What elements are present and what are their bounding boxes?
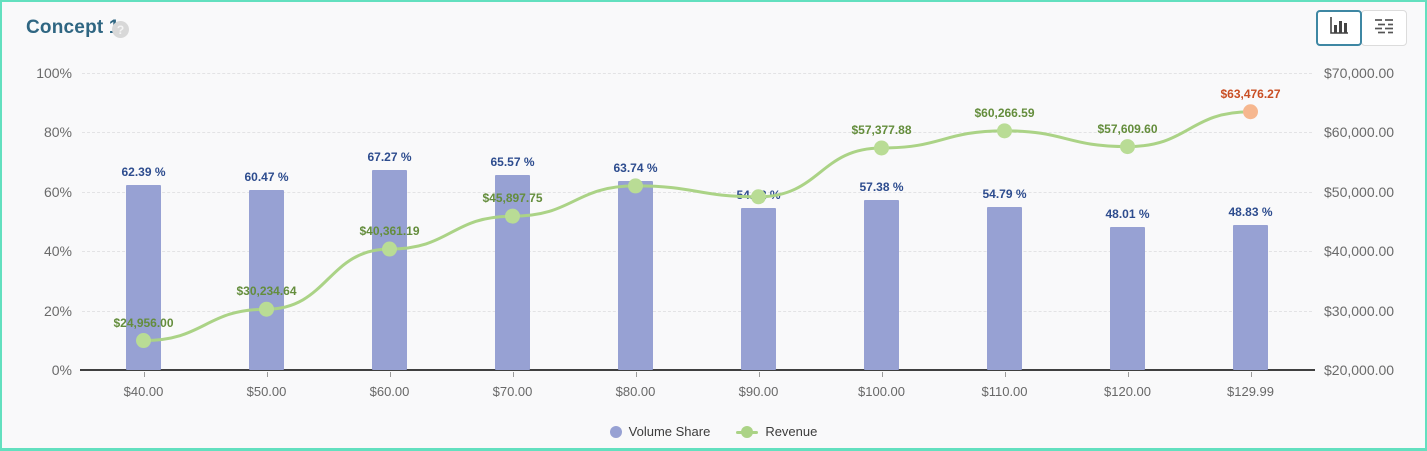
legend-item-revenue[interactable]: Revenue — [736, 424, 817, 439]
volume-share-value-label: 48.01 % — [1105, 207, 1150, 222]
left-axis-tick-label: 0% — [51, 362, 72, 378]
table-view-button[interactable] — [1361, 10, 1407, 46]
revenue-point[interactable] — [505, 208, 520, 224]
x-axis-tick — [1004, 372, 1006, 377]
revenue-value-label: $45,897.75 — [482, 191, 543, 206]
revenue-line-path — [143, 110, 1251, 343]
x-axis-tick — [266, 372, 268, 377]
x-axis-tick — [512, 372, 514, 377]
revenue-value-label: $24,956.00 — [113, 315, 174, 330]
volume-share-value-label: 65.57 % — [490, 155, 535, 170]
volume-share-bar[interactable] — [741, 207, 776, 370]
revenue-point[interactable] — [751, 189, 766, 205]
x-axis-category-label: $50.00 — [246, 384, 287, 399]
x-axis-tick — [389, 372, 391, 377]
x-axis-category-label: $100.00 — [858, 384, 905, 399]
x-axis-line — [80, 369, 1315, 371]
volume-share-bar[interactable] — [372, 170, 407, 370]
gridline — [82, 73, 1312, 74]
volume-share-value-label: 54.79 % — [982, 187, 1027, 202]
right-axis-tick-label: $50,000.00 — [1324, 183, 1395, 200]
volume-share-bar[interactable] — [1233, 224, 1268, 370]
revenue-point[interactable] — [136, 333, 151, 349]
x-axis-tick — [635, 372, 637, 377]
x-axis-category-label: $60.00 — [369, 384, 410, 399]
revenue-point[interactable] — [628, 178, 643, 194]
volume-share-bar[interactable] — [249, 190, 284, 370]
volume-share-bar[interactable] — [618, 180, 653, 370]
revenue-legend-marker-icon — [736, 425, 759, 438]
volume-share-legend-marker-icon — [609, 425, 622, 438]
revenue-value-label: $40,361.19 — [359, 224, 420, 239]
x-axis-category-label: $70.00 — [492, 384, 533, 399]
volume-share-value-label: 60.47 % — [244, 170, 289, 185]
volume-share-value-label: 62.39 % — [121, 164, 166, 179]
volume-share-value-label: 48.83 % — [1228, 204, 1273, 219]
list-icon — [1373, 17, 1395, 40]
chart-view-button[interactable] — [1316, 10, 1362, 46]
left-axis-tick-label: 20% — [43, 302, 72, 319]
revenue-point[interactable] — [997, 123, 1012, 139]
page-title: Concept 1 — [26, 17, 120, 38]
chart-legend: Volume Share Revenue — [2, 424, 1425, 439]
volume-share-bar[interactable] — [1110, 227, 1145, 370]
revenue-point[interactable] — [382, 241, 397, 257]
legend-label: Revenue — [765, 424, 818, 439]
revenue-point[interactable] — [874, 140, 889, 156]
left-axis-tick-label: 100% — [36, 65, 72, 81]
x-axis-category-label: $110.00 — [981, 384, 1028, 399]
bar-chart-icon — [1328, 16, 1350, 41]
x-axis-tick — [1127, 372, 1129, 377]
x-axis-category-label: $120.00 — [1104, 384, 1151, 399]
right-axis-tick-label: $30,000.00 — [1324, 302, 1395, 319]
x-axis-category-label: $129.99 — [1227, 384, 1274, 399]
x-axis-tick — [758, 372, 760, 377]
left-axis-tick-label: 40% — [43, 243, 72, 260]
right-axis-tick-label: $70,000.00 — [1324, 65, 1395, 81]
revenue-point[interactable] — [259, 301, 274, 317]
revenue-value-label: $57,609.60 — [1097, 121, 1158, 136]
volume-share-bar[interactable] — [864, 199, 899, 370]
x-axis-category-label: $40.00 — [123, 384, 164, 399]
volume-share-value-label: 67.27 % — [367, 150, 412, 165]
revenue-point[interactable] — [1120, 139, 1135, 155]
right-axis-tick-label: $60,000.00 — [1324, 124, 1395, 141]
revenue-value-label: $30,234.64 — [236, 284, 297, 299]
left-axis-labels: 0% 20% 40% 60% 80% 100% — [2, 65, 72, 378]
x-axis-category-label: $80.00 — [615, 384, 656, 399]
left-axis-tick-label: 80% — [43, 124, 72, 141]
help-icon[interactable]: ? — [112, 21, 129, 38]
revenue-point[interactable] — [1243, 104, 1258, 120]
revenue-value-label: $63,476.27 — [1220, 86, 1281, 101]
revenue-value-label: $57,377.88 — [851, 122, 912, 137]
legend-item-volume-share[interactable]: Volume Share — [609, 424, 711, 439]
x-axis-tick — [1250, 372, 1252, 377]
right-axis-tick-label: $20,000.00 — [1324, 362, 1395, 378]
volume-share-bar[interactable] — [987, 207, 1022, 370]
view-toggle — [1316, 10, 1407, 46]
volume-share-value-label: 57.38 % — [859, 179, 904, 194]
x-axis-tick — [881, 372, 883, 377]
revenue-value-label: $60,266.59 — [974, 105, 1035, 120]
x-axis-category-label: $90.00 — [738, 384, 779, 399]
legend-label: Volume Share — [628, 424, 711, 439]
volume-share-value-label: 63.74 % — [613, 160, 658, 175]
right-axis-tick-label: $40,000.00 — [1324, 243, 1395, 260]
left-axis-tick-label: 60% — [43, 183, 72, 200]
right-axis-labels: $20,000.00 $30,000.00 $40,000.00 $50,000.00… — [1324, 65, 1424, 378]
x-axis-tick — [143, 372, 145, 377]
chart-plot-area: 62.39 %60.47 %67.27 %65.57 %63.74 %54.62… — [80, 73, 1315, 377]
